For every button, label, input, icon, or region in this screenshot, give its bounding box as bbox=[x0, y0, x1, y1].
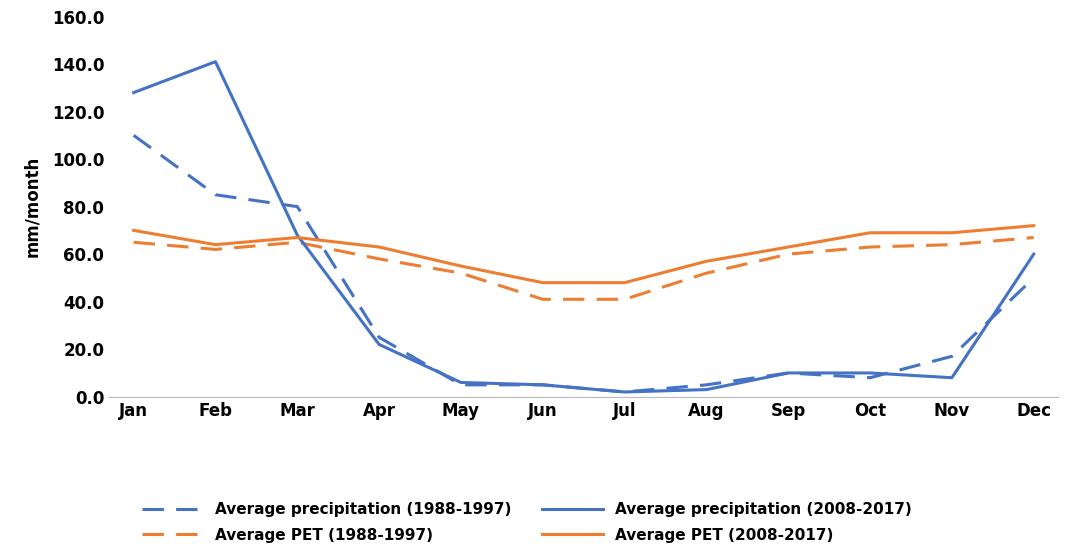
Y-axis label: mm/month: mm/month bbox=[23, 156, 40, 257]
Legend: Average precipitation (1988-1997), Average PET (1988-1997), Average precipitatio: Average precipitation (1988-1997), Avera… bbox=[135, 496, 919, 549]
